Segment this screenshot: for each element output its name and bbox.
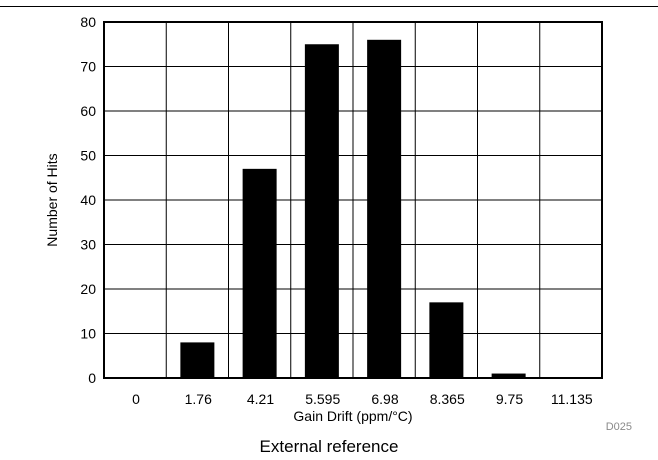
bar: [304, 44, 339, 378]
bar: [429, 302, 464, 378]
y-tick-label: 40: [80, 192, 96, 208]
x-tick-label: 6.98: [371, 391, 398, 407]
x-tick-label: 1.76: [185, 391, 212, 407]
x-tick-label: 11.135: [551, 391, 593, 407]
bar: [491, 373, 526, 378]
y-tick-label: 70: [80, 59, 96, 75]
x-tick-label: 5.595: [305, 391, 340, 407]
x-tick-labels: 0 1.76 4.21 5.595 6.98 8.365 9.75 11.135: [132, 391, 593, 407]
x-tick-label: 0: [132, 391, 140, 407]
y-tick-label: 80: [80, 14, 96, 30]
y-tick-label: 0: [88, 370, 96, 386]
y-tick-labels: 0 10 20 30 40 50 60 70 80: [80, 14, 96, 386]
y-tick-label: 10: [80, 326, 96, 342]
chart-caption: External reference: [259, 437, 399, 456]
y-tick-label: 30: [80, 237, 96, 253]
bar: [242, 168, 277, 378]
x-tick-label: 9.75: [496, 391, 523, 407]
figure-id: D025: [606, 421, 632, 433]
bar: [180, 342, 215, 378]
x-axis-label: Gain Drift (ppm/°C): [293, 408, 412, 424]
y-tick-label: 60: [80, 103, 96, 119]
y-tick-label: 50: [80, 148, 96, 164]
x-tick-label: 4.21: [247, 391, 274, 407]
top-rule: [0, 6, 658, 7]
x-tick-label: 8.365: [430, 391, 465, 407]
bars-layer: [180, 39, 526, 379]
y-axis-label: Number of Hits: [44, 153, 60, 246]
bar: [367, 39, 402, 379]
grid-layer: [104, 21, 602, 379]
y-tick-label: 20: [80, 281, 96, 297]
plot-frame: [103, 21, 603, 379]
